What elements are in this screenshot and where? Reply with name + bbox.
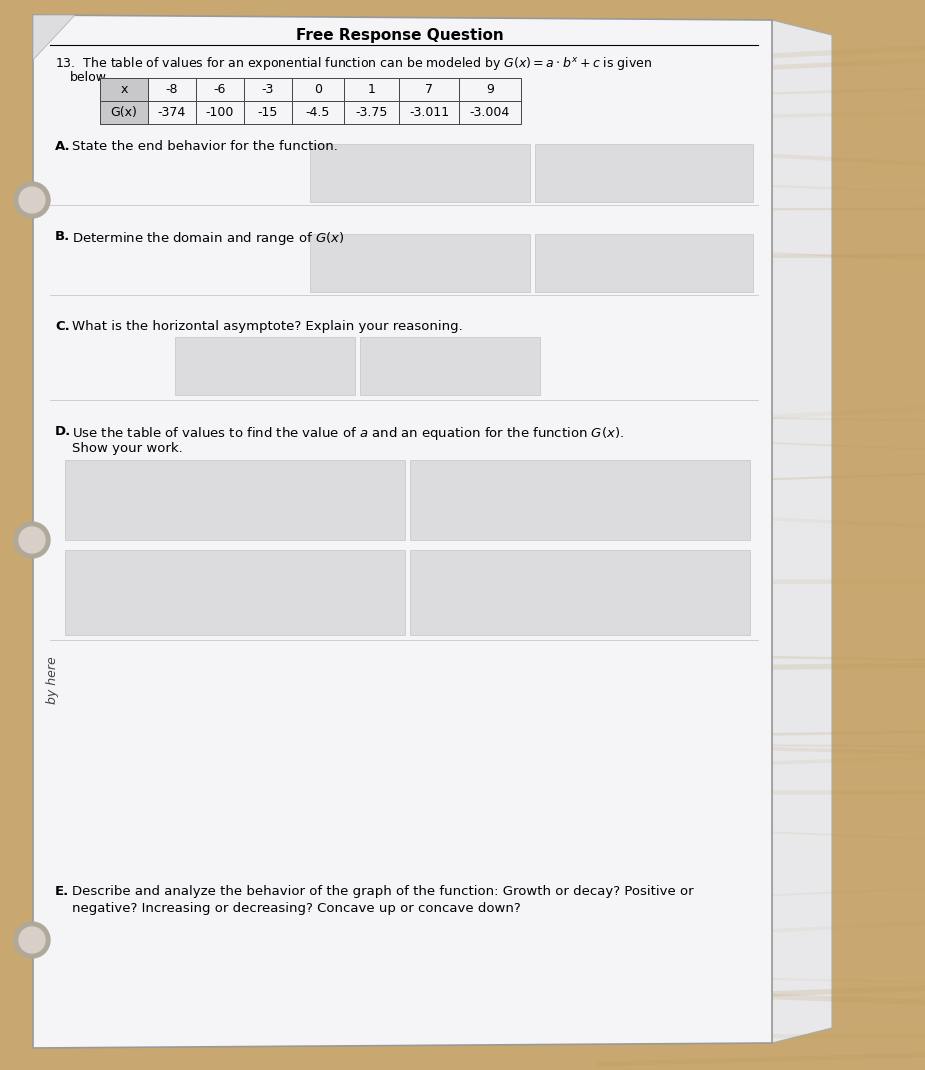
Text: B.: B. [55, 230, 70, 243]
Bar [310, 234, 530, 292]
Bar [292, 101, 344, 124]
Text: E.: E. [55, 885, 69, 898]
Polygon shape [772, 20, 832, 1043]
Bar [399, 78, 459, 101]
Bar [100, 78, 148, 101]
Bar [410, 550, 750, 635]
Bar [459, 78, 521, 101]
Bar [244, 101, 292, 124]
Text: -15: -15 [258, 106, 278, 119]
Polygon shape [33, 15, 772, 1048]
Text: -6: -6 [214, 83, 227, 96]
Circle shape [14, 182, 50, 218]
Bar [196, 78, 244, 101]
Text: by here: by here [46, 656, 59, 704]
Bar [244, 78, 292, 101]
Circle shape [19, 927, 45, 953]
Text: A.: A. [55, 140, 70, 153]
Bar [196, 101, 244, 124]
Bar [310, 144, 530, 202]
Text: -3.011: -3.011 [409, 106, 449, 119]
Bar [175, 337, 355, 395]
Text: Show your work.: Show your work. [72, 442, 183, 455]
Bar [100, 101, 148, 124]
Text: below.: below. [70, 71, 110, 85]
Bar [344, 78, 399, 101]
Circle shape [14, 522, 50, 557]
Bar [148, 101, 196, 124]
Text: -3.004: -3.004 [470, 106, 510, 119]
Text: Use the table of values to find the value of $a$ and an equation for the functio: Use the table of values to find the valu… [72, 425, 624, 442]
Text: -3: -3 [262, 83, 274, 96]
Bar [399, 101, 459, 124]
Circle shape [14, 922, 50, 958]
Circle shape [19, 187, 45, 213]
Text: x: x [120, 83, 128, 96]
Text: -3.75: -3.75 [355, 106, 388, 119]
Text: What is the horizontal asymptote? Explain your reasoning.: What is the horizontal asymptote? Explai… [72, 320, 462, 333]
Text: -8: -8 [166, 83, 179, 96]
Text: Free Response Question: Free Response Question [296, 28, 504, 43]
Text: Describe and analyze the behavior of the graph of the function: Growth or decay?: Describe and analyze the behavior of the… [72, 885, 694, 898]
Bar [535, 144, 753, 202]
Bar [292, 78, 344, 101]
Text: -374: -374 [158, 106, 186, 119]
Bar [459, 101, 521, 124]
Bar [65, 550, 405, 635]
Text: -100: -100 [205, 106, 234, 119]
Text: Determine the domain and range of $G(x)$: Determine the domain and range of $G(x)$ [72, 230, 344, 247]
Text: negative? Increasing or decreasing? Concave up or concave down?: negative? Increasing or decreasing? Conc… [72, 902, 521, 915]
Text: State the end behavior for the function.: State the end behavior for the function. [72, 140, 338, 153]
Bar [535, 234, 753, 292]
Text: -4.5: -4.5 [306, 106, 330, 119]
Text: 7: 7 [425, 83, 433, 96]
Bar [65, 460, 405, 540]
Polygon shape [33, 15, 75, 60]
Text: 1: 1 [367, 83, 376, 96]
Circle shape [19, 528, 45, 553]
Text: 9: 9 [486, 83, 494, 96]
Bar [360, 337, 540, 395]
Bar [410, 460, 750, 540]
Text: D.: D. [55, 425, 71, 438]
Bar [148, 78, 196, 101]
Text: C.: C. [55, 320, 69, 333]
Text: 0: 0 [314, 83, 322, 96]
Text: G(x): G(x) [111, 106, 138, 119]
Text: 13.  The table of values for an exponential function can be modeled by $G(x) = a: 13. The table of values for an exponenti… [55, 55, 652, 72]
Bar [344, 101, 399, 124]
